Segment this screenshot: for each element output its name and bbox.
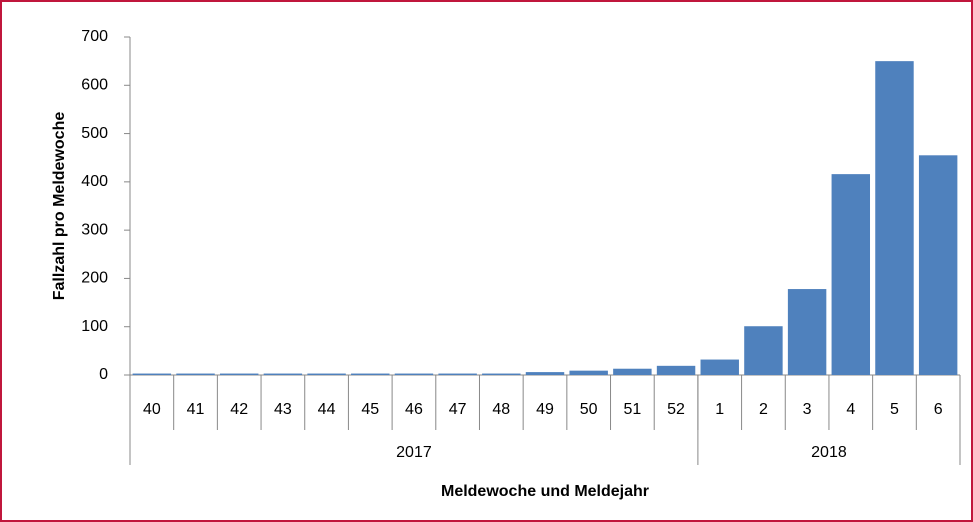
y-tick-label: 200 (81, 270, 108, 287)
x-tick-label: 2 (759, 401, 768, 418)
x-group-label: 2018 (811, 444, 847, 461)
y-axis-title: Fallzahl pro Meldewoche (51, 112, 68, 301)
x-tick-label: 43 (274, 401, 292, 418)
x-tick-label: 47 (449, 401, 467, 418)
bar (219, 373, 259, 375)
bar (656, 365, 696, 375)
x-tick-label: 41 (187, 401, 205, 418)
bar (569, 370, 608, 375)
x-tick-label: 45 (361, 401, 379, 418)
x-group-label: 2017 (396, 444, 432, 461)
y-tick-label: 600 (81, 77, 108, 94)
bar (482, 373, 521, 375)
x-tick-label: 46 (405, 401, 423, 418)
bar (744, 326, 783, 375)
x-tick-label: 4 (846, 401, 855, 418)
bar (307, 373, 346, 375)
y-tick-label: 0 (99, 366, 108, 383)
x-tick-label: 42 (230, 401, 248, 418)
x-axis-title: Meldewoche und Meldejahr (441, 483, 649, 500)
bar (700, 359, 739, 375)
x-tick-label: 52 (667, 401, 685, 418)
bar (132, 373, 172, 375)
bar (351, 373, 390, 375)
x-tick-label: 48 (492, 401, 510, 418)
bar (263, 373, 303, 375)
bar (918, 155, 958, 375)
y-tick-label: 400 (81, 173, 108, 190)
y-tick-label: 700 (81, 28, 108, 45)
bar (613, 368, 652, 375)
bar (176, 373, 215, 375)
x-tick-label: 44 (318, 401, 336, 418)
bar (787, 289, 827, 375)
x-tick-label: 51 (623, 401, 641, 418)
bar (394, 373, 434, 375)
x-tick-label: 40 (143, 401, 161, 418)
bar (875, 61, 914, 376)
bar (525, 372, 565, 375)
y-tick-label: 100 (81, 318, 108, 335)
bar (831, 174, 871, 375)
x-tick-label: 50 (580, 401, 598, 418)
y-tick-label: 500 (81, 125, 108, 142)
bar (438, 373, 477, 375)
x-tick-label: 1 (715, 401, 724, 418)
y-tick-label: 300 (81, 221, 108, 238)
x-tick-label: 49 (536, 401, 554, 418)
x-tick-label: 5 (890, 401, 899, 418)
x-tick-label: 3 (803, 401, 812, 418)
x-tick-label: 6 (934, 401, 943, 418)
